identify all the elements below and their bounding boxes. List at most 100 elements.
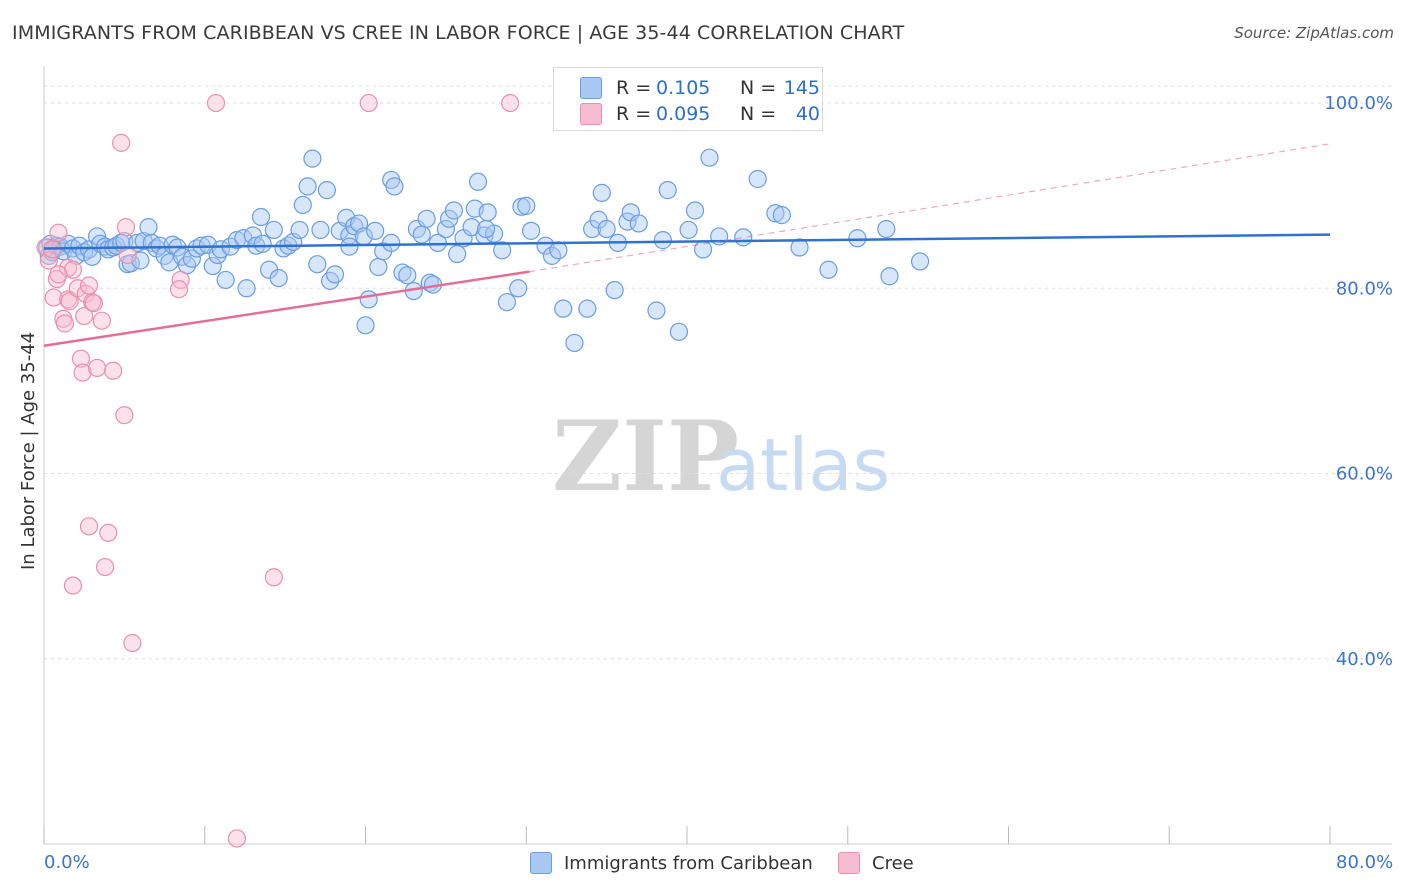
point-caribbean bbox=[150, 236, 169, 255]
point-caribbean bbox=[264, 220, 283, 240]
point-caribbean bbox=[311, 220, 330, 240]
point-caribbean bbox=[476, 219, 496, 239]
point-caribbean bbox=[910, 252, 930, 271]
point-cree bbox=[79, 276, 99, 295]
point-cree bbox=[112, 133, 131, 152]
point-cree bbox=[264, 568, 283, 587]
point-caribbean bbox=[509, 279, 528, 298]
legend-item-caribbean[interactable]: Immigrants from Caribbean bbox=[530, 852, 813, 874]
n-label: N = bbox=[740, 103, 777, 125]
watermark-zip: ZIP bbox=[552, 400, 739, 513]
point-caribbean bbox=[647, 301, 666, 320]
point-caribbean bbox=[583, 219, 602, 239]
point-caribbean bbox=[597, 219, 616, 239]
point-cree bbox=[92, 311, 111, 330]
legend-label: Immigrants from Caribbean bbox=[564, 852, 813, 874]
stats-legend-row-caribbean: R = 0.105 N = 145 bbox=[554, 74, 820, 102]
point-caribbean bbox=[848, 229, 867, 248]
point-caribbean bbox=[880, 267, 899, 286]
point-caribbean bbox=[251, 207, 271, 227]
point-caribbean bbox=[317, 181, 337, 200]
r-value: 0.095 bbox=[656, 103, 711, 125]
r-label: R = bbox=[616, 77, 652, 99]
y-tick-label: 60.0% bbox=[1336, 464, 1393, 485]
point-caribbean bbox=[877, 219, 896, 239]
point-caribbean bbox=[340, 237, 359, 256]
y-tick-label: 80.0% bbox=[1336, 278, 1393, 299]
point-cree bbox=[55, 314, 74, 333]
point-caribbean bbox=[493, 241, 512, 260]
point-caribbean bbox=[658, 181, 677, 200]
point-cree bbox=[104, 361, 123, 380]
point-caribbean bbox=[417, 209, 436, 228]
point-caribbean bbox=[369, 257, 388, 277]
n-value: 40 bbox=[795, 103, 820, 125]
point-caribbean bbox=[669, 322, 689, 341]
n-label: N = bbox=[740, 77, 777, 99]
n-value: 145 bbox=[783, 77, 820, 99]
point-caribbean bbox=[303, 149, 322, 168]
point-caribbean bbox=[685, 201, 705, 220]
x-tick-label-max: 80.0% bbox=[1336, 852, 1394, 873]
point-caribbean bbox=[269, 268, 288, 288]
point-cree bbox=[501, 93, 520, 113]
point-caribbean bbox=[359, 290, 378, 309]
point-caribbean bbox=[766, 204, 785, 223]
point-cree bbox=[84, 294, 103, 313]
point-caribbean bbox=[679, 220, 698, 240]
r-value: 0.105 bbox=[656, 77, 711, 99]
point-caribbean bbox=[182, 249, 201, 268]
point-cree bbox=[49, 223, 68, 242]
point-caribbean bbox=[325, 265, 345, 284]
point-cree bbox=[171, 270, 190, 290]
legend-swatch-pink bbox=[580, 103, 602, 125]
point-caribbean bbox=[517, 196, 536, 215]
point-caribbean bbox=[298, 177, 317, 196]
x-tick-label-min: 0.0% bbox=[44, 852, 90, 873]
legend-label: Cree bbox=[872, 852, 914, 874]
point-caribbean bbox=[436, 219, 455, 239]
point-caribbean bbox=[439, 209, 459, 228]
point-caribbean bbox=[468, 172, 488, 191]
trendline-caribbean bbox=[43, 233, 1331, 250]
legend-swatch-pink bbox=[838, 852, 860, 874]
point-cree bbox=[79, 517, 99, 536]
point-caribbean bbox=[382, 233, 401, 253]
point-caribbean bbox=[444, 201, 464, 220]
point-caribbean bbox=[497, 293, 517, 312]
point-cree bbox=[227, 829, 246, 848]
point-cree bbox=[169, 280, 189, 299]
point-caribbean bbox=[629, 214, 648, 233]
point-caribbean bbox=[700, 148, 719, 167]
point-cree bbox=[60, 292, 79, 311]
point-caribbean bbox=[772, 206, 791, 225]
point-caribbean bbox=[412, 225, 431, 244]
point-caribbean bbox=[565, 333, 584, 353]
point-caribbean bbox=[521, 221, 541, 240]
point-caribbean bbox=[216, 270, 235, 290]
point-cree bbox=[118, 245, 137, 265]
point-cree bbox=[73, 363, 92, 382]
legend-swatch-blue bbox=[580, 77, 602, 99]
point-cree bbox=[359, 93, 378, 113]
point-caribbean bbox=[653, 231, 672, 250]
point-caribbean bbox=[139, 218, 158, 237]
point-cree bbox=[206, 93, 226, 113]
point-caribbean bbox=[393, 263, 412, 282]
point-cree bbox=[63, 576, 83, 595]
point-caribbean bbox=[163, 235, 182, 254]
point-cree bbox=[75, 306, 94, 326]
point-caribbean bbox=[819, 260, 838, 279]
legend-item-cree[interactable]: Cree bbox=[838, 852, 914, 874]
point-caribbean bbox=[462, 218, 481, 237]
trendline-extension-cree bbox=[529, 143, 1331, 273]
point-cree bbox=[95, 557, 115, 577]
chart-title: IMMIGRANTS FROM CARIBBEAN VS CREE IN LAB… bbox=[12, 22, 905, 44]
point-caribbean bbox=[549, 241, 568, 260]
point-cree bbox=[63, 260, 83, 279]
stats-legend: R = 0.105 N = 145 R = 0.095 N = 40 bbox=[553, 67, 823, 131]
point-cree bbox=[71, 349, 91, 368]
point-caribbean bbox=[578, 299, 597, 318]
point-caribbean bbox=[253, 234, 272, 253]
point-cree bbox=[99, 523, 118, 542]
